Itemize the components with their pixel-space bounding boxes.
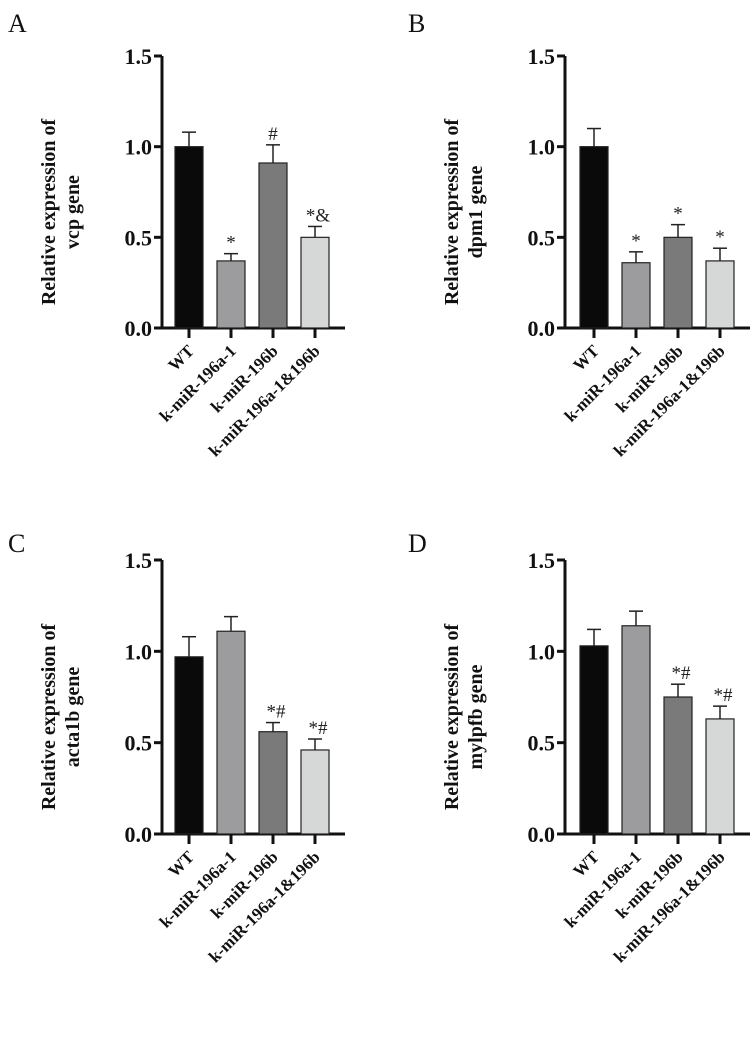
bar	[216, 260, 246, 329]
y-axis-title-line2: acta1b gene	[62, 667, 84, 768]
y-tick-label: 1.5	[528, 548, 556, 573]
y-axis-title-line2: vcp gene	[62, 175, 84, 249]
y-axis-title-line1: Relative expression of	[441, 119, 463, 306]
y-axis-title-line1: Relative expression of	[38, 624, 60, 811]
panel-letter: A	[8, 9, 27, 38]
panel-letter: C	[8, 529, 25, 558]
significance-mark: *&	[306, 205, 331, 226]
panel-b: B 0.0 0.5 1.0 1.5 Relative expression of dpm1 …	[408, 9, 750, 460]
significance-mark: *	[631, 231, 641, 252]
panel-a: A 0.0 0.5 1.0 1.5 Relative expression of vcp g…	[8, 9, 345, 460]
bar	[258, 162, 288, 329]
y-tick-label: 1.0	[125, 135, 153, 160]
significance-mark: *#	[714, 685, 734, 706]
bar	[258, 731, 288, 835]
significance-mark: *#	[267, 702, 287, 723]
y-tick-label: 1.0	[528, 135, 556, 160]
bar	[663, 696, 693, 835]
x-tick-label: WT	[569, 847, 603, 881]
bar	[621, 625, 651, 835]
y-axis-title-line1: Relative expression of	[441, 624, 463, 811]
x-tick-label: WT	[569, 341, 603, 375]
y-tick-label: 0.5	[528, 225, 556, 250]
bar	[174, 656, 204, 835]
y-tick-label: 1.5	[528, 44, 556, 69]
significance-mark: #	[268, 124, 278, 145]
bar	[663, 236, 693, 329]
bar	[705, 718, 735, 835]
y-tick-label: 1.5	[125, 548, 153, 573]
bar	[579, 146, 609, 329]
y-tick-label: 0.0	[125, 822, 153, 847]
y-tick-label: 0.0	[528, 822, 556, 847]
bar	[216, 630, 246, 835]
significance-mark: *#	[672, 663, 692, 684]
significance-mark: *	[715, 227, 725, 248]
x-tick-label: WT	[164, 341, 198, 375]
y-tick-label: 0.0	[125, 316, 153, 341]
bar	[300, 236, 330, 329]
y-tick-label: 1.5	[125, 44, 153, 69]
significance-mark: *	[673, 204, 683, 225]
y-tick-label: 0.5	[125, 731, 153, 756]
y-tick-label: 1.0	[528, 639, 556, 664]
y-tick-label: 0.5	[125, 225, 153, 250]
y-tick-label: 0.0	[528, 316, 556, 341]
panel-c: C 0.0 0.5 1.0 1.5 Relative expression of acta1…	[8, 529, 345, 966]
bar	[621, 262, 651, 329]
y-axis-title-line1: Relative expression of	[38, 119, 60, 306]
bar	[300, 749, 330, 835]
y-axis-title-line2: mylpfb gene	[465, 664, 487, 769]
significance-mark: *#	[309, 718, 329, 739]
y-tick-label: 1.0	[125, 639, 153, 664]
bar	[705, 260, 735, 329]
y-axis-title-line2: dpm1 gene	[465, 165, 487, 258]
panel-d: D 0.0 0.5 1.0 1.5 Relative expression of mylpf…	[408, 529, 750, 966]
bar	[174, 146, 204, 329]
significance-mark: *	[226, 233, 236, 254]
x-tick-label: WT	[164, 847, 198, 881]
panel-letter: D	[408, 529, 427, 558]
bar	[579, 645, 609, 835]
panel-letter: B	[408, 9, 425, 38]
y-tick-label: 0.5	[528, 731, 556, 756]
